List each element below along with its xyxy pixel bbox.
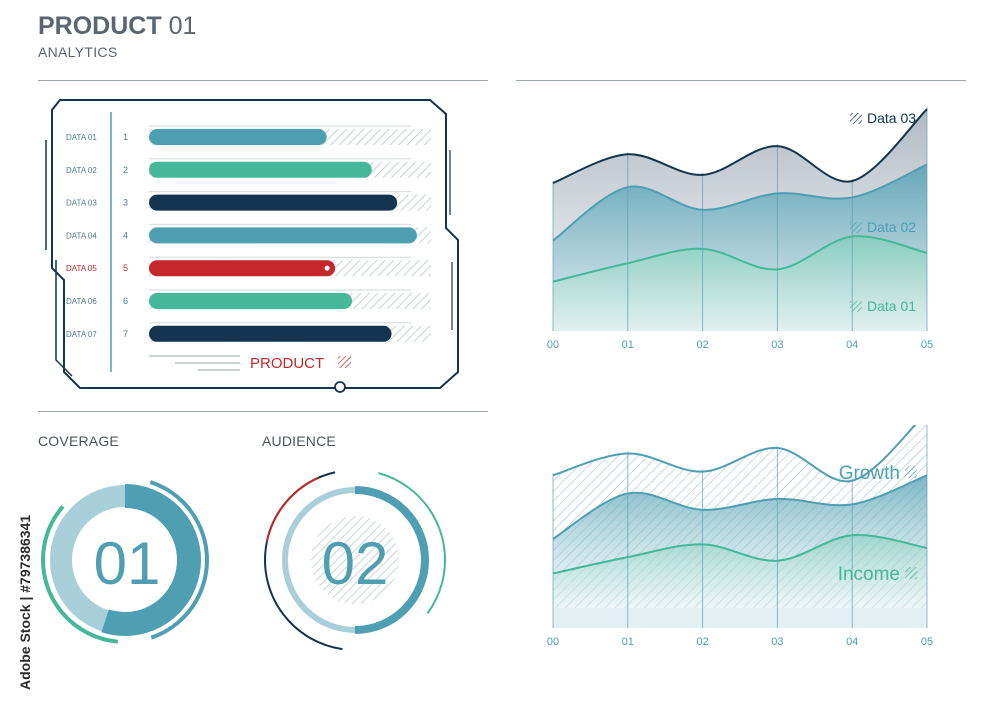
legend-label: Data 02 bbox=[867, 219, 916, 235]
bar-rank-label: 4 bbox=[123, 230, 128, 240]
bar-chart-footer: PRODUCT bbox=[149, 355, 351, 372]
area-legend: Data 03 Data 02 Data 01 bbox=[850, 110, 916, 314]
series-line bbox=[552, 425, 917, 483]
x-tick-label: 01 bbox=[622, 339, 634, 351]
x-axis-ticks: 00 01 02 03 04 05 bbox=[547, 339, 933, 351]
x-tick-label: 02 bbox=[696, 636, 708, 648]
stock-id-text: Adobe Stock | #797386341 bbox=[17, 515, 33, 690]
bar-category-label: DATA 07 bbox=[66, 330, 97, 339]
area-baseline-band bbox=[553, 608, 927, 628]
donut-value-arc bbox=[49, 484, 201, 636]
series-line bbox=[552, 235, 928, 283]
x-tick-label: 04 bbox=[846, 636, 858, 648]
title-number: 01 bbox=[168, 12, 197, 40]
legend-label: Growth bbox=[839, 463, 900, 484]
bar-rank-label: 3 bbox=[123, 198, 128, 208]
area-chart-top: 00 01 02 03 04 05 Data 03 Data 02 Data 01 bbox=[547, 107, 933, 351]
page-subtitle: ANALYTICS bbox=[38, 44, 118, 60]
legend-label: Data 01 bbox=[867, 298, 916, 314]
hatch-icon bbox=[850, 222, 862, 233]
bar-rank-label: 5 bbox=[123, 263, 128, 273]
bar-end-dot bbox=[324, 265, 330, 271]
bar-category-label: DATA 03 bbox=[66, 199, 97, 208]
hatch-icon bbox=[905, 466, 917, 478]
series-line bbox=[552, 163, 928, 242]
bar-chart-panel: DATA 01 1 DATA 02 2 DATA 03 3 DATA 04 4 DATA 05 5… bbox=[45, 99, 459, 393]
area-gridlines bbox=[552, 107, 928, 331]
bar-rank-label: 1 bbox=[123, 132, 128, 142]
bar bbox=[149, 129, 327, 145]
bar bbox=[149, 161, 372, 178]
x-tick-label: 02 bbox=[696, 339, 708, 351]
donut-value-arc bbox=[281, 486, 429, 634]
bar bbox=[149, 227, 417, 244]
section-title-audience: AUDIENCE bbox=[262, 433, 336, 449]
x-tick-label: 00 bbox=[547, 636, 559, 648]
area-fill bbox=[553, 236, 927, 331]
bar-rows: DATA 01 1 DATA 02 2 DATA 03 3 DATA 04 4 DATA 05 5… bbox=[66, 125, 431, 342]
bar bbox=[149, 325, 392, 342]
panel-frame bbox=[45, 99, 459, 393]
audience-donut: 02 bbox=[264, 469, 446, 651]
x-axis-ticks: 00 01 02 03 04 05 bbox=[547, 636, 933, 648]
series-line bbox=[552, 534, 928, 575]
hatch-icon bbox=[850, 113, 862, 124]
stock-side-text: Adobe Stock | #797386341 bbox=[17, 515, 33, 690]
area-legend: Growth Income bbox=[838, 463, 917, 585]
page-title: PRODUCT 01 bbox=[38, 12, 196, 41]
area-chart-bottom: 00 01 02 03 04 05 Growth Income bbox=[547, 425, 933, 648]
legend-label: Income bbox=[838, 564, 900, 585]
bar-category-label: DATA 06 bbox=[66, 297, 97, 306]
area-series-group bbox=[553, 109, 927, 331]
bar-category-label: DATA 04 bbox=[66, 231, 97, 240]
x-tick-label: 03 bbox=[771, 636, 783, 648]
bar-category-label: DATA 02 bbox=[66, 166, 97, 175]
legend-label: Data 03 bbox=[867, 110, 916, 126]
hatch-icon bbox=[850, 301, 862, 312]
series-line bbox=[552, 108, 928, 185]
series-line bbox=[552, 474, 928, 540]
x-tick-label: 01 bbox=[622, 636, 634, 648]
area-lines-group bbox=[552, 108, 928, 283]
bar-rank-label: 2 bbox=[123, 165, 128, 175]
coverage-donut: 01 bbox=[41, 476, 209, 644]
bar-category-label: DATA 05 bbox=[66, 264, 97, 273]
divider-mid-left bbox=[38, 411, 488, 412]
title-bold: PRODUCT bbox=[38, 12, 162, 40]
donut-center-hatch bbox=[311, 516, 399, 604]
bar bbox=[149, 293, 353, 309]
x-tick-label: 03 bbox=[771, 339, 783, 351]
donut-center-label: 02 bbox=[322, 530, 389, 597]
x-tick-label: 00 bbox=[547, 339, 559, 351]
bar-rank-label: 6 bbox=[123, 296, 128, 306]
hatch-icon bbox=[905, 567, 917, 579]
divider-top-right bbox=[516, 80, 966, 81]
bar-category-label: DATA 01 bbox=[66, 133, 97, 142]
donut-center-label: 01 bbox=[94, 530, 161, 597]
bar bbox=[149, 194, 398, 211]
x-tick-label: 04 bbox=[846, 339, 858, 351]
hatch-icon bbox=[338, 356, 351, 368]
x-tick-label: 05 bbox=[921, 339, 933, 351]
area-lines-group bbox=[552, 425, 928, 575]
bar-rank-label: 7 bbox=[123, 329, 128, 339]
donut-outer-arc-left bbox=[41, 476, 209, 644]
x-tick-label: 05 bbox=[921, 636, 933, 648]
bar bbox=[149, 260, 336, 277]
section-title-coverage: COVERAGE bbox=[38, 433, 119, 449]
bar-footer-label: PRODUCT bbox=[250, 355, 324, 372]
divider-top-left bbox=[38, 80, 488, 81]
